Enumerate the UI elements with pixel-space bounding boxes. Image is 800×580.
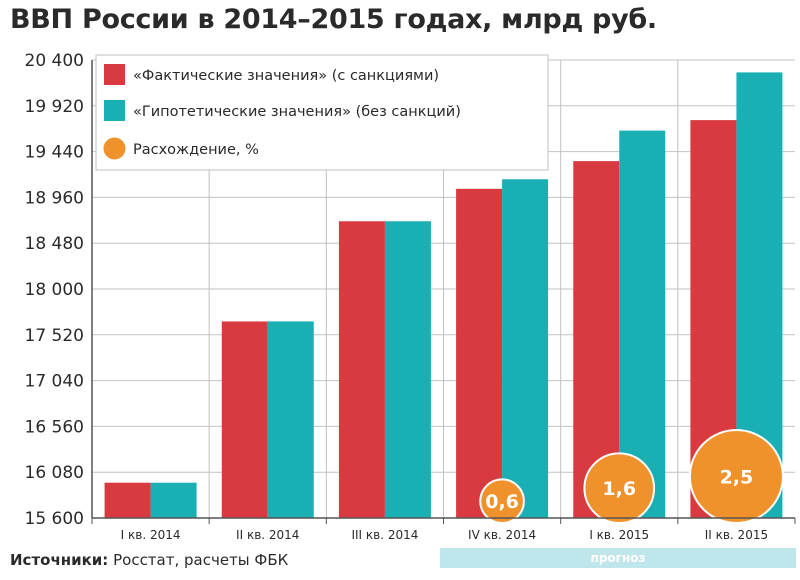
x-tick-label: IV кв. 2014 [468, 528, 536, 542]
bar [384, 221, 431, 519]
y-tick-label: 15 600 [25, 509, 84, 529]
chart-title: ВВП России в 2014–2015 годах, млрд руб. [10, 4, 657, 35]
divergence-circle [583, 452, 656, 525]
legend-label: «Фактические значения» (с санкциями) [133, 68, 439, 84]
y-tick-label: 19 440 [25, 143, 84, 163]
bar [150, 482, 197, 518]
divergence-label: 1,6 [602, 478, 636, 500]
y-tick-label: 16 080 [25, 463, 84, 483]
source-text: Росстат, расчеты ФБК [113, 551, 289, 569]
y-tick-label: 18 000 [25, 280, 84, 300]
x-tick-label: II кв. 2014 [236, 528, 299, 542]
divergence-circle [479, 478, 525, 525]
x-tick-label: I кв. 2015 [589, 528, 649, 542]
y-tick-label: 18 480 [25, 234, 84, 254]
bar [502, 179, 549, 519]
legend-box [95, 54, 549, 171]
legend-swatch [104, 64, 125, 85]
y-tick-label: 17 520 [25, 326, 84, 346]
legend-label: «Гипотетические значения» (без санкций) [133, 104, 461, 120]
source-note: Источники: Росстат, расчеты ФБК [10, 551, 288, 569]
y-tick-label: 16 560 [25, 417, 84, 437]
forecast-band: прогноз [440, 548, 796, 568]
bar [104, 482, 151, 518]
y-axis: 15 600 16 080 16 560 17 040 17 520 18 000 18 4… [25, 51, 93, 529]
divergence-markers: 0,6 1,6 2,5 [479, 429, 784, 525]
source-label: Источники: [10, 551, 109, 569]
legend-label: Расхождение, % [133, 142, 259, 158]
x-tick-label: II кв. 2015 [705, 528, 768, 542]
y-tick-label: 17 040 [25, 372, 84, 392]
bar [456, 188, 503, 518]
x-tick-label: III кв. 2014 [351, 528, 418, 542]
divergence-circle [688, 429, 784, 524]
legend-swatch [103, 137, 126, 160]
bar [267, 321, 314, 518]
y-tick-label: 19 920 [25, 97, 84, 117]
divergence-label: 0,6 [485, 491, 519, 513]
divergence-label: 2,5 [720, 467, 754, 489]
bar [338, 221, 385, 519]
y-tick-label: 18 960 [25, 188, 84, 208]
legend-swatch [104, 100, 125, 121]
y-tick-label: 20 400 [25, 51, 84, 71]
legend: «Фактические значения» (с санкциями) «Гип… [95, 54, 549, 171]
bar [221, 321, 268, 518]
x-axis: I кв. 2014 II кв. 2014 III кв. 2014 IV кв. … [91, 517, 796, 542]
x-tick-label: I кв. 2014 [121, 528, 181, 542]
